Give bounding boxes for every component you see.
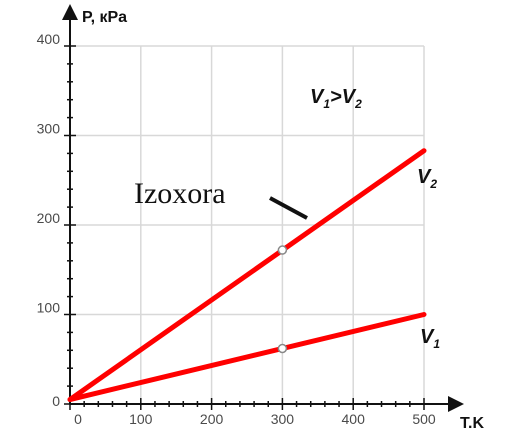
series-label-v2-sub: 2 bbox=[429, 177, 437, 191]
x-tick-label-300: 300 bbox=[271, 411, 295, 427]
y-axis-label: P, кPa bbox=[82, 9, 127, 26]
x-tick-label-500: 500 bbox=[412, 411, 436, 427]
y-tick-label-300: 300 bbox=[37, 121, 61, 137]
isochore-pointer bbox=[269, 196, 308, 220]
relation-v1: V bbox=[310, 86, 325, 108]
data-markers bbox=[277, 245, 288, 354]
axes bbox=[62, 4, 464, 412]
grid bbox=[70, 45, 425, 404]
data-marker-0 bbox=[277, 245, 288, 255]
series-line-v2 bbox=[67, 148, 427, 403]
x-tick-label-100: 100 bbox=[129, 411, 153, 427]
series-lines bbox=[67, 148, 427, 403]
series-line-v1 bbox=[67, 312, 427, 403]
data-marker-1 bbox=[277, 343, 288, 354]
series-label-v1-main: V bbox=[420, 326, 435, 348]
relation-v1-sub: 1 bbox=[323, 97, 330, 111]
volume-relation: V1>V2 bbox=[310, 86, 362, 111]
x-axis-label: T.K bbox=[460, 415, 484, 432]
series-label-v1: V1 bbox=[420, 326, 440, 351]
relation-v2-sub: 2 bbox=[354, 97, 362, 111]
tick-labels: 0 100 200 300 400 500 0 100 200 300 400 bbox=[37, 31, 436, 427]
isochore-annotation: Izoxora bbox=[134, 177, 226, 210]
x-tick-label-200: 200 bbox=[200, 411, 224, 427]
relation-v2: V bbox=[342, 86, 357, 108]
y-tick-label-100: 100 bbox=[37, 300, 61, 316]
series-label-v1-sub: 1 bbox=[433, 337, 440, 351]
x-tick-label-400: 400 bbox=[342, 411, 366, 427]
y-tick-label-400: 400 bbox=[37, 31, 61, 47]
series-label-v2-main: V bbox=[417, 166, 432, 188]
y-tick-label-200: 200 bbox=[37, 210, 61, 226]
relation-op: > bbox=[330, 86, 342, 108]
x-tick-label-0: 0 bbox=[74, 411, 82, 427]
y-tick-label-0: 0 bbox=[52, 393, 60, 409]
series-label-v2: V2 bbox=[417, 166, 437, 191]
